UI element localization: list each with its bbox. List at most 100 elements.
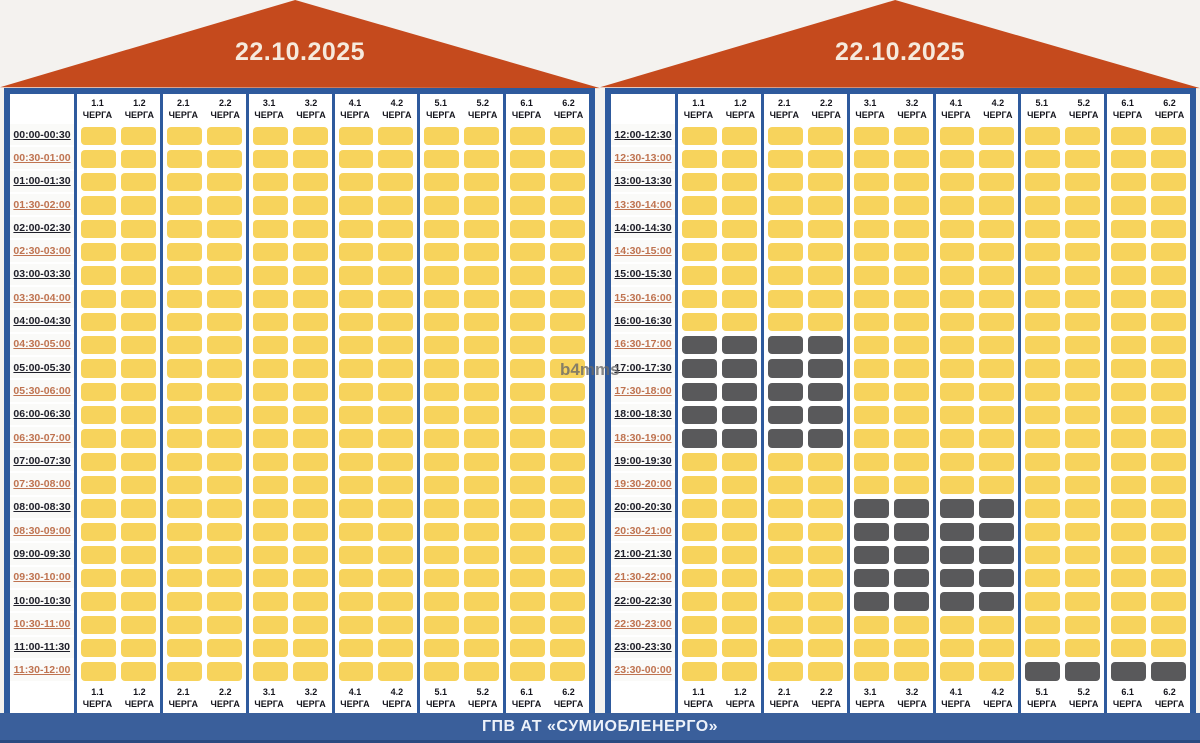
- cell-2.2-06:30-07:00: [206, 429, 242, 448]
- queue-group: [417, 636, 504, 660]
- queue-group: [675, 659, 761, 684]
- cell-1.2-21:00-21:30: [721, 545, 757, 565]
- queue-group: [846, 193, 933, 218]
- schedule-row: 17:00-17:30: [611, 356, 1190, 381]
- queue-header-3.2: 3.2 ЧЕРГА: [894, 97, 931, 121]
- cell-4.1-13:00-13:30: [939, 173, 975, 192]
- cell-4.1-13:30-14:00: [939, 196, 975, 215]
- cell-5.2-22:30-23:00: [1065, 615, 1101, 635]
- cell-5.1-16:30-17:00: [1025, 336, 1061, 355]
- cell-4.1-14:30-15:00: [939, 242, 975, 262]
- cell-4.1-15:30-16:00: [939, 289, 975, 308]
- queue-group: [331, 426, 418, 451]
- cell-4.2-06:30-07:00: [378, 429, 414, 448]
- queue-group: [503, 356, 589, 381]
- cell-4.2-05:00-05:30: [378, 359, 414, 378]
- queue-number: 5.1: [434, 97, 448, 108]
- queue-label: ЧЕРГА: [124, 699, 155, 710]
- queue-number: 5.1: [1035, 97, 1049, 108]
- queue-number: 4.2: [390, 97, 404, 108]
- cell-3.2-06:00-06:30: [292, 406, 328, 425]
- queue-group: [846, 356, 933, 381]
- cell-4.2-10:00-10:30: [378, 592, 414, 611]
- cell-1.2-15:00-15:30: [721, 266, 757, 285]
- queue-group: [503, 659, 589, 684]
- queue-label: ЧЕРГА: [941, 699, 971, 710]
- queue-label: ЧЕРГА: [855, 699, 885, 710]
- queue-group: [245, 426, 332, 451]
- cell-1.1-19:00-19:30: [682, 452, 717, 471]
- cell-5.1-18:00-18:30: [1025, 406, 1061, 425]
- queue-header-2.2: 2.2 ЧЕРГА: [808, 97, 845, 121]
- cell-2.1-11:00-11:30: [166, 639, 202, 658]
- queue-group: [417, 403, 504, 427]
- cell-5.2-20:30-21:00: [1065, 522, 1101, 541]
- cell-3.2-17:00-17:30: [893, 359, 929, 378]
- queue-header-row-top: 1.1 ЧЕРГА 1.2 ЧЕРГА 2.1 ЧЕРГА 2.2 ЧЕРГА 3.1 ЧЕРГА…: [10, 94, 589, 124]
- queue-group: [503, 380, 589, 404]
- cell-1.1-08:30-09:00: [81, 522, 116, 541]
- queue-label: ЧЕРГА: [382, 699, 412, 710]
- cell-5.2-08:30-09:00: [464, 522, 500, 541]
- time-slot-label: 22:00-22:30: [611, 589, 675, 614]
- queue-label: ЧЕРГА: [769, 699, 799, 710]
- cell-2.1-21:00-21:30: [767, 545, 803, 565]
- schedule-row: 20:30-21:00: [611, 520, 1190, 544]
- cell-5.1-17:30-18:00: [1025, 382, 1061, 402]
- cell-3.1-23:30-00:00: [853, 662, 889, 681]
- queue-label: ЧЕРГА: [511, 699, 542, 710]
- queue-group: [675, 333, 761, 357]
- cell-5.2-17:00-17:30: [1065, 359, 1101, 378]
- queue-group: [932, 566, 1019, 590]
- queue-label: ЧЕРГА: [382, 110, 412, 120]
- cell-5.1-23:30-00:00: [1025, 662, 1061, 681]
- queue-group: [846, 520, 933, 544]
- cell-3.2-01:30-02:00: [292, 196, 328, 215]
- queue-group: [417, 217, 504, 241]
- queue-group: [932, 333, 1019, 357]
- queue-number: 6.2: [562, 686, 575, 697]
- cell-5.2-21:30-22:00: [1065, 569, 1101, 588]
- cell-6.2-10:30-11:00: [550, 615, 585, 635]
- cell-2.2-20:30-21:00: [807, 522, 843, 541]
- schedule-row: 08:30-09:00: [10, 520, 589, 544]
- queue-group: [1018, 356, 1105, 381]
- cell-1.2-04:00-04:30: [120, 312, 156, 332]
- schedule-row: 15:30-16:00: [611, 287, 1190, 311]
- time-slot-label: 00:00-00:30: [10, 124, 74, 148]
- cell-4.2-03:00-03:30: [378, 266, 414, 285]
- queue-label: ЧЕРГА: [553, 699, 584, 710]
- cell-5.1-00:00-00:30: [424, 126, 460, 145]
- cell-5.2-18:30-19:00: [1065, 429, 1101, 448]
- cell-1.1-14:30-15:00: [682, 242, 717, 262]
- queue-label: ЧЕРГА: [296, 110, 326, 120]
- queue-number: 3.2: [304, 97, 318, 108]
- queue-group: [503, 310, 589, 334]
- queue-label: ЧЕРГА: [210, 110, 240, 120]
- queue-number: 6.1: [1121, 97, 1134, 108]
- queue-header-5.1: 5.1 ЧЕРГА: [422, 686, 459, 710]
- queue-group: [1104, 217, 1190, 241]
- cell-5.2-16:30-17:00: [1065, 336, 1101, 355]
- queue-number: 5.2: [1077, 686, 1090, 697]
- queue-label: ЧЕРГА: [683, 699, 714, 710]
- cell-2.2-11:30-12:00: [206, 662, 242, 681]
- cell-1.1-18:30-19:00: [682, 429, 717, 448]
- cell-5.2-11:30-12:00: [464, 662, 500, 681]
- queue-group-header: 6.1 ЧЕРГА 6.2 ЧЕРГА: [1104, 683, 1190, 714]
- cell-1.1-13:30-14:00: [682, 196, 717, 215]
- cell-5.2-07:00-07:30: [464, 452, 500, 471]
- queue-group: [675, 426, 761, 451]
- cell-4.2-04:30-05:00: [378, 336, 414, 355]
- queue-group: [159, 636, 246, 660]
- cell-6.2-01:30-02:00: [550, 196, 585, 215]
- cell-5.2-09:00-09:30: [464, 545, 500, 565]
- cell-2.2-19:30-20:00: [807, 475, 843, 495]
- cell-4.2-21:30-22:00: [979, 569, 1015, 588]
- schedule-row: 16:30-17:00: [611, 333, 1190, 357]
- cell-4.2-05:30-06:00: [378, 382, 414, 402]
- queue-group: [74, 124, 160, 148]
- cell-6.2-23:00-23:30: [1151, 639, 1186, 658]
- queue-group: [760, 613, 847, 637]
- queue-group: [245, 566, 332, 590]
